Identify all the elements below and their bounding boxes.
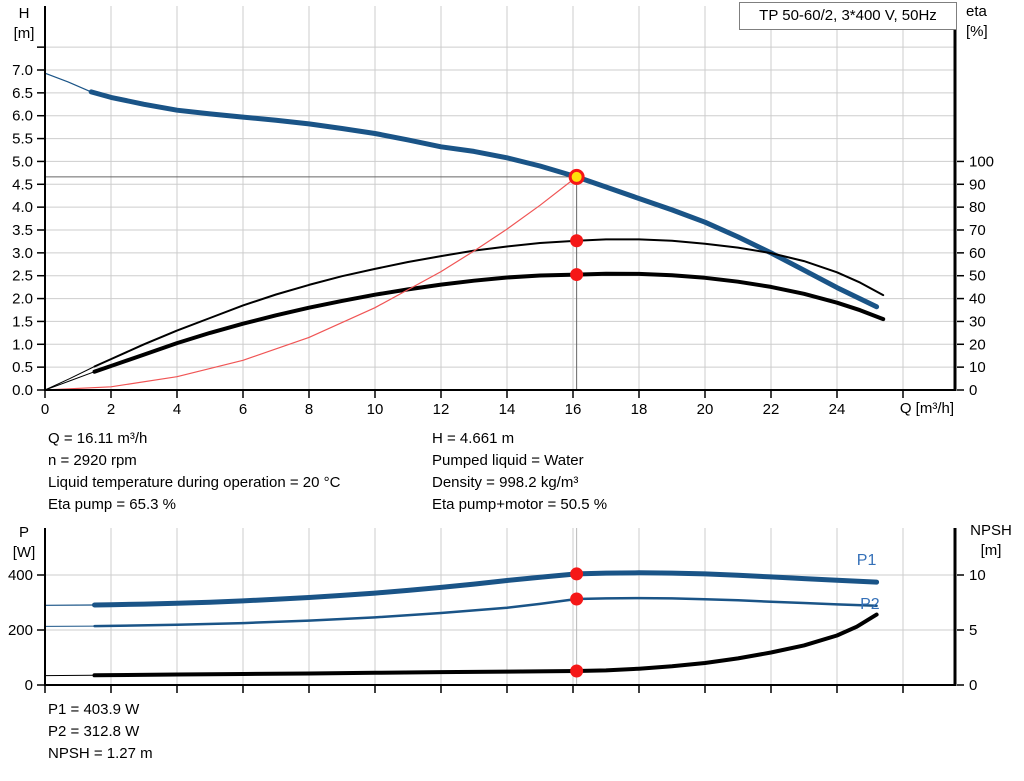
svg-text:0: 0 [969, 382, 977, 399]
svg-text:16: 16 [565, 401, 582, 418]
result-npsh: NPSH = 1.27 m [48, 745, 153, 762]
info-head: H = 4.661 m [432, 430, 515, 447]
svg-text:50: 50 [969, 268, 986, 285]
info-liquid-temp: Liquid temperature during operation = 20… [48, 474, 341, 491]
npsh-curve [92, 612, 879, 678]
svg-text:20: 20 [697, 401, 714, 418]
svg-text:0: 0 [41, 401, 49, 418]
svg-text:10: 10 [367, 401, 384, 418]
head-curve [88, 89, 880, 310]
svg-text:200: 200 [8, 622, 33, 639]
svg-text:5.5: 5.5 [12, 131, 33, 148]
result-p1: P1 = 403.9 W [48, 701, 140, 718]
svg-text:6.0: 6.0 [12, 108, 33, 125]
duty-point-marker[interactable] [568, 168, 585, 185]
eta-pump-point-marker [570, 234, 584, 248]
head-curve [44, 72, 92, 93]
eta-pump-motor-curve [44, 371, 95, 391]
result-block: P1 = 403.9 W P2 = 312.8 W NPSH = 1.27 m [48, 699, 153, 765]
svg-text:1.5: 1.5 [12, 313, 33, 330]
svg-text:4.0: 4.0 [12, 199, 33, 216]
info-density: Density = 998.2 kg/m³ [432, 474, 579, 491]
svg-text:2.5: 2.5 [12, 268, 33, 285]
svg-text:4.5: 4.5 [12, 176, 33, 193]
p1-curve [92, 570, 880, 608]
svg-text:0: 0 [25, 677, 33, 694]
svg-text:3.5: 3.5 [12, 222, 33, 239]
system-curve [44, 176, 578, 391]
duty-info-left: Q = 16.11 m³/h n = 2920 rpm Liquid tempe… [48, 428, 340, 516]
p2-point-marker [570, 592, 584, 606]
info-pumped-liquid: Pumped liquid = Water [432, 452, 584, 469]
svg-text:24: 24 [829, 401, 846, 418]
npsh-point-marker [570, 664, 584, 678]
series-label-p2: P2 [860, 596, 880, 613]
result-p2: P2 = 312.8 W [48, 723, 140, 740]
svg-text:8: 8 [305, 401, 313, 418]
svg-text:30: 30 [969, 313, 986, 330]
svg-text:0: 0 [969, 677, 977, 694]
hq-chart[interactable]: 0.0 0.5 1.0 1.5 2.0 2.5 3.0 3.5 4.0 4.5 5.0 5.5 6.0 6… [12, 6, 994, 418]
svg-text:5.0: 5.0 [12, 153, 33, 170]
svg-text:40: 40 [969, 291, 986, 308]
power-npsh-chart[interactable]: P1 P2 0 200 400 0 5 10 [8, 527, 986, 694]
duty-info-right: H = 4.661 m Pumped liquid = Water Densit… [432, 428, 607, 516]
svg-text:400: 400 [8, 567, 33, 584]
svg-text:10: 10 [969, 567, 986, 584]
q-axis-label: Q [m³/h] [899, 400, 954, 417]
svg-text:10: 10 [969, 359, 986, 376]
npsh-axis-label: NPSH [m] [970, 522, 1012, 559]
p-axis-label: P [W] [12, 524, 36, 561]
svg-text:2: 2 [107, 401, 115, 418]
svg-text:22: 22 [763, 401, 780, 418]
eta-pump-motor-point-marker [570, 268, 584, 282]
p1-point-marker [570, 567, 584, 581]
eta-axis-label: eta [%] [966, 3, 988, 40]
svg-text:5: 5 [969, 622, 977, 639]
svg-text:12: 12 [433, 401, 450, 418]
info-q: Q = 16.11 m³/h [48, 430, 148, 447]
series-label-p1: P1 [857, 552, 877, 569]
info-speed: n = 2920 rpm [48, 452, 137, 469]
svg-text:20: 20 [969, 336, 986, 353]
info-eta-total: Eta pump+motor = 50.5 % [432, 496, 608, 513]
eta-pump-motor-curve [92, 271, 886, 374]
svg-text:6.5: 6.5 [12, 85, 33, 102]
svg-text:1.0: 1.0 [12, 336, 33, 353]
svg-text:0.5: 0.5 [12, 359, 33, 376]
h-axis-label: H [m] [13, 5, 35, 42]
svg-text:90: 90 [969, 176, 986, 193]
svg-text:18: 18 [631, 401, 648, 418]
svg-text:3.0: 3.0 [12, 245, 33, 262]
eta-pump-curve [44, 366, 95, 391]
svg-text:70: 70 [969, 222, 986, 239]
svg-text:7.0: 7.0 [12, 62, 33, 79]
svg-text:0.0: 0.0 [12, 382, 33, 399]
svg-text:2.0: 2.0 [12, 291, 33, 308]
eta-pump-curve [93, 238, 885, 368]
svg-text:14: 14 [499, 401, 516, 418]
svg-text:4: 4 [173, 401, 181, 418]
svg-text:80: 80 [969, 199, 986, 216]
pump-title: TP 50-60/2, 3*400 V, 50Hz [739, 2, 957, 30]
svg-text:100: 100 [969, 153, 994, 170]
info-eta-pump: Eta pump = 65.3 % [48, 496, 176, 513]
svg-text:60: 60 [969, 245, 986, 262]
svg-text:6: 6 [239, 401, 247, 418]
